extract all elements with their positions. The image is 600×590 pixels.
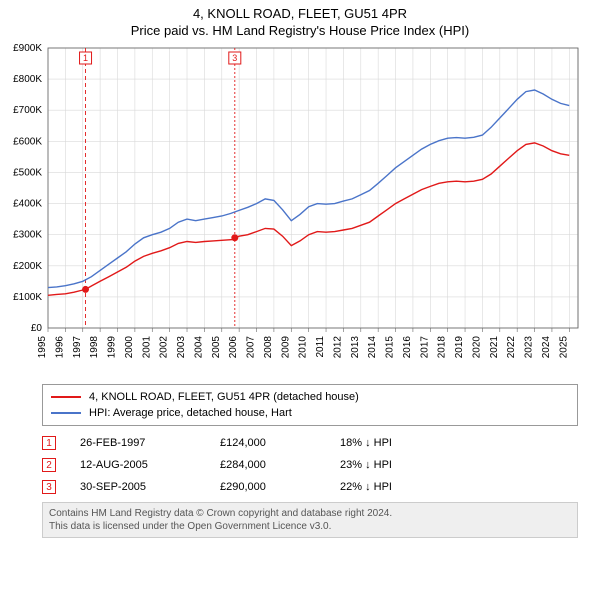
svg-text:2014: 2014 — [367, 336, 378, 359]
svg-text:£500K: £500K — [13, 167, 42, 178]
sale-date: 30-SEP-2005 — [80, 481, 220, 493]
chart-container: 4, KNOLL ROAD, FLEET, GU51 4PR Price pai… — [0, 0, 600, 538]
sale-price: £290,000 — [220, 481, 340, 493]
svg-text:2019: 2019 — [454, 336, 465, 359]
svg-text:2016: 2016 — [402, 336, 413, 359]
svg-text:2017: 2017 — [419, 336, 430, 359]
sale-marker: 3 — [42, 480, 56, 494]
sale-date: 26-FEB-1997 — [80, 437, 220, 449]
sale-row: 3 30-SEP-2005£290,00022% ↓ HPI — [42, 476, 578, 498]
svg-text:2015: 2015 — [385, 336, 396, 359]
sale-price: £124,000 — [220, 437, 340, 449]
svg-text:2022: 2022 — [506, 336, 517, 359]
svg-text:£800K: £800K — [13, 74, 42, 85]
svg-text:2013: 2013 — [350, 336, 361, 359]
footer-line: This data is licensed under the Open Gov… — [49, 520, 571, 533]
sale-row: 1 26-FEB-1997£124,00018% ↓ HPI — [42, 432, 578, 454]
legend-label: 4, KNOLL ROAD, FLEET, GU51 4PR (detached… — [89, 391, 359, 403]
svg-text:2008: 2008 — [263, 336, 274, 359]
svg-text:1: 1 — [83, 53, 88, 63]
svg-text:2000: 2000 — [124, 336, 135, 359]
svg-text:1995: 1995 — [37, 336, 48, 359]
legend-label: HPI: Average price, detached house, Hart — [89, 407, 292, 419]
svg-text:£700K: £700K — [13, 105, 42, 116]
footer-line: Contains HM Land Registry data © Crown c… — [49, 507, 571, 520]
svg-text:£300K: £300K — [13, 230, 42, 241]
sale-row: 2 12-AUG-2005£284,00023% ↓ HPI — [42, 454, 578, 476]
svg-text:£200K: £200K — [13, 261, 42, 272]
svg-text:1997: 1997 — [72, 336, 83, 359]
sale-marker: 1 — [42, 436, 56, 450]
svg-text:2003: 2003 — [176, 336, 187, 359]
svg-text:£0: £0 — [31, 323, 43, 334]
sale-date: 12-AUG-2005 — [80, 459, 220, 471]
svg-text:£600K: £600K — [13, 136, 42, 147]
svg-text:2023: 2023 — [524, 336, 535, 359]
legend: 4, KNOLL ROAD, FLEET, GU51 4PR (detached… — [42, 384, 578, 426]
title-subtitle: Price paid vs. HM Land Registry's House … — [10, 23, 590, 38]
svg-text:1996: 1996 — [54, 336, 65, 359]
price-chart: £0 £100K £200K £300K £400K £500K £600K £700K £80… — [0, 40, 600, 380]
legend-row: HPI: Average price, detached house, Hart — [51, 405, 569, 421]
svg-text:2010: 2010 — [298, 336, 309, 359]
legend-swatch — [51, 412, 81, 414]
svg-text:2025: 2025 — [558, 336, 569, 359]
svg-text:£900K: £900K — [13, 43, 42, 54]
svg-text:£100K: £100K — [13, 292, 42, 303]
svg-text:2024: 2024 — [541, 336, 552, 359]
svg-text:2012: 2012 — [332, 336, 343, 359]
svg-text:2020: 2020 — [471, 336, 482, 359]
svg-text:1999: 1999 — [107, 336, 118, 359]
sale-diff: 18% ↓ HPI — [340, 437, 392, 449]
svg-text:2018: 2018 — [437, 336, 448, 359]
svg-text:£400K: £400K — [13, 199, 42, 210]
svg-text:2007: 2007 — [246, 336, 257, 359]
svg-text:2001: 2001 — [141, 336, 152, 359]
sale-diff: 23% ↓ HPI — [340, 459, 392, 471]
sale-price: £284,000 — [220, 459, 340, 471]
sale-diff: 22% ↓ HPI — [340, 481, 392, 493]
svg-text:2005: 2005 — [211, 336, 222, 359]
sales-table: 1 26-FEB-1997£124,00018% ↓ HPI 2 12-AUG-200… — [42, 432, 578, 498]
svg-text:3: 3 — [232, 53, 237, 63]
legend-swatch — [51, 396, 81, 398]
svg-text:2011: 2011 — [315, 336, 326, 358]
legend-row: 4, KNOLL ROAD, FLEET, GU51 4PR (detached… — [51, 389, 569, 405]
svg-text:2009: 2009 — [280, 336, 291, 359]
attribution-footer: Contains HM Land Registry data © Crown c… — [42, 502, 578, 538]
svg-text:2004: 2004 — [193, 336, 204, 359]
svg-text:1998: 1998 — [89, 336, 100, 359]
titles: 4, KNOLL ROAD, FLEET, GU51 4PR Price pai… — [0, 0, 600, 40]
svg-text:2002: 2002 — [159, 336, 170, 359]
svg-text:2021: 2021 — [489, 336, 500, 359]
svg-text:2006: 2006 — [228, 336, 239, 359]
title-address: 4, KNOLL ROAD, FLEET, GU51 4PR — [10, 6, 590, 21]
sale-marker: 2 — [42, 458, 56, 472]
